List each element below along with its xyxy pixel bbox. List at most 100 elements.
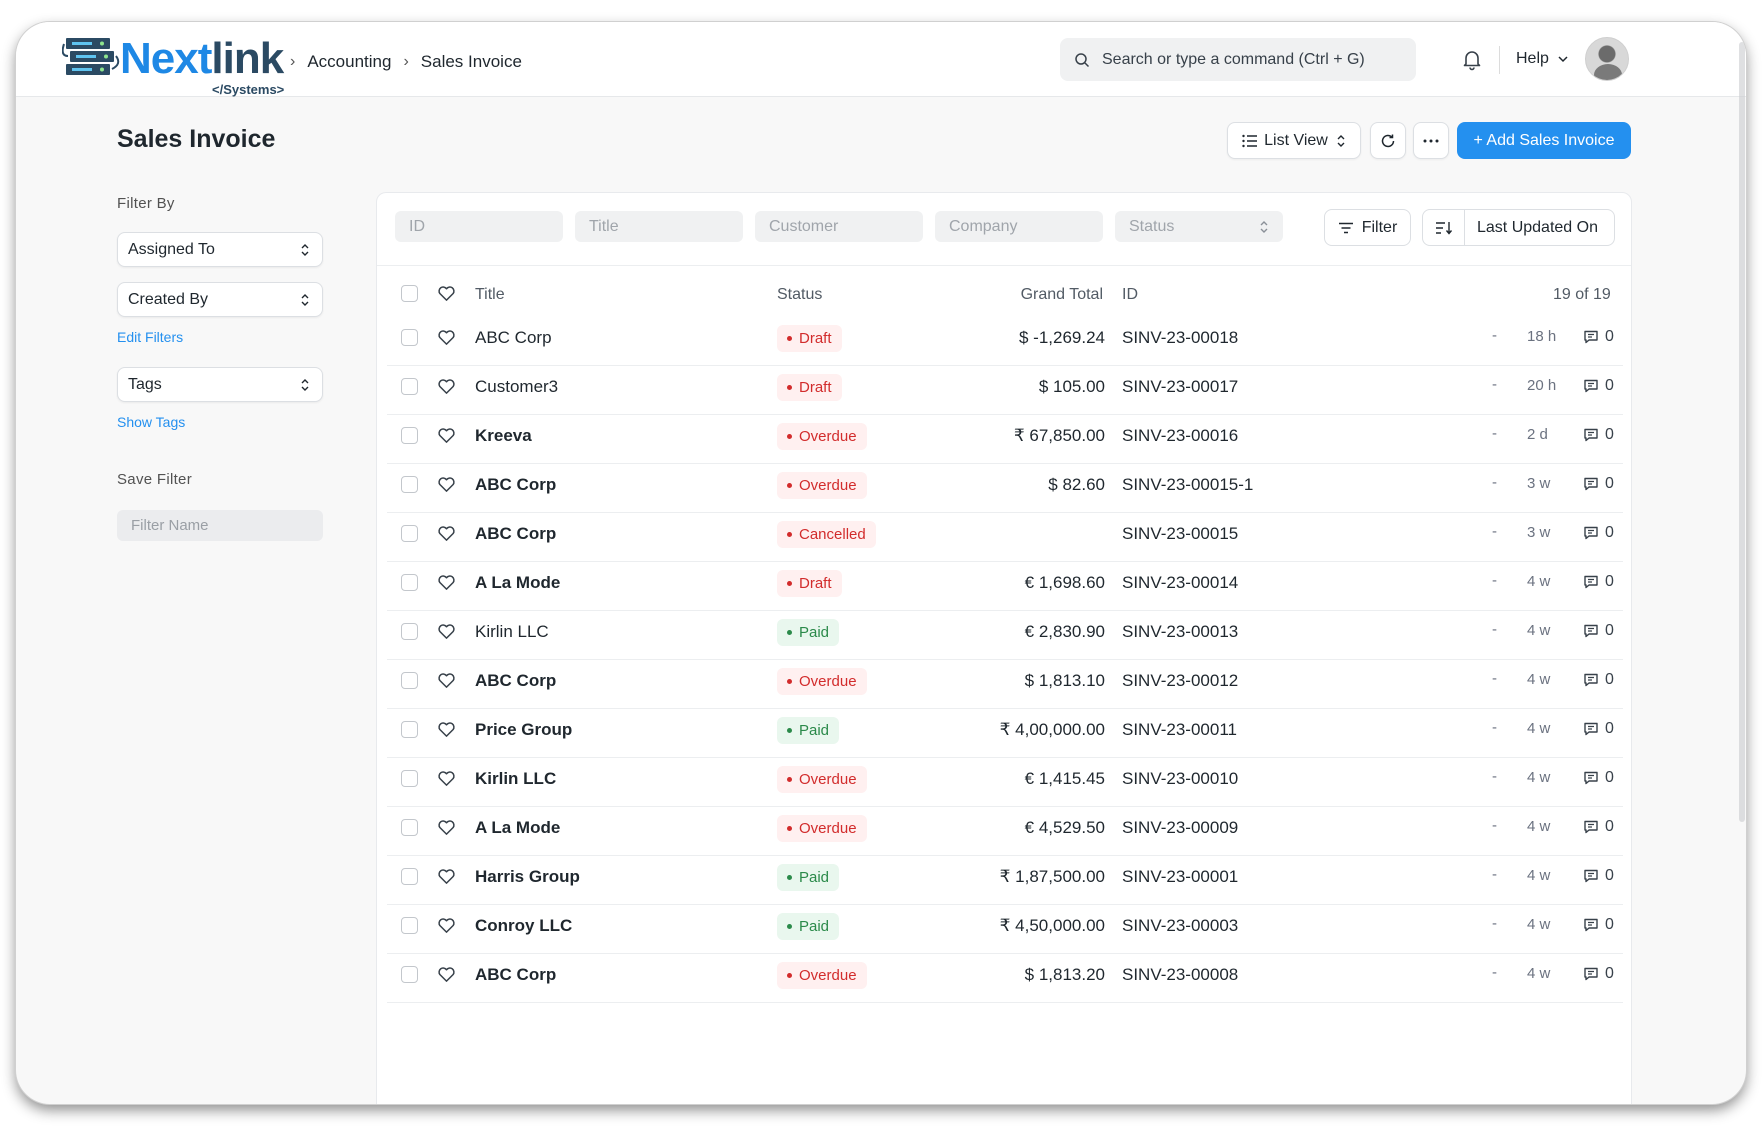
nextlink-logo[interactable]: Nextlink </Systems> [62,32,292,97]
heart-icon[interactable] [437,573,456,592]
row-title[interactable]: Kreeva [475,426,532,445]
list-view-button[interactable]: List View [1227,122,1361,159]
comment-count[interactable]: 0 [1583,671,1614,689]
row-title[interactable]: Kirlin LLC [475,622,549,641]
row-title[interactable]: Price Group [475,720,573,739]
table-row[interactable]: Kirlin LLC Paid € 2,830.90 SINV-23-00013… [387,605,1623,660]
tags-select[interactable]: Tags [117,367,323,402]
row-checkbox[interactable] [401,770,418,787]
heart-icon[interactable] [437,284,456,303]
row-checkbox[interactable] [401,574,418,591]
heart-icon[interactable] [437,769,456,788]
id-filter-input[interactable]: ID [395,211,563,242]
row-checkbox[interactable] [401,966,418,983]
table-row[interactable]: Kirlin LLC Overdue € 1,415.45 SINV-23-00… [387,752,1623,807]
comment-count[interactable]: 0 [1583,916,1614,934]
sort-control[interactable]: Last Updated On [1422,209,1615,246]
heart-icon[interactable] [437,426,456,445]
breadcrumb-sales-invoice[interactable]: Sales Invoice [420,52,522,71]
row-checkbox[interactable] [401,868,418,885]
comment-count[interactable]: 0 [1583,377,1614,395]
more-options-button[interactable] [1413,122,1449,159]
select-all-checkbox[interactable] [401,285,418,302]
sort-field-label[interactable]: Last Updated On [1477,218,1598,236]
row-title[interactable]: ABC Corp [475,328,552,347]
comment-count[interactable]: 0 [1583,867,1614,885]
heart-icon[interactable] [437,965,456,984]
heart-icon[interactable] [437,867,456,886]
table-row[interactable]: ABC Corp Overdue $ 82.60 SINV-23-00015-1… [387,458,1623,513]
table-row[interactable]: ABC Corp Cancelled SINV-23-00015 - 3 w 0 [387,507,1623,562]
row-checkbox[interactable] [401,427,418,444]
table-row[interactable]: A La Mode Overdue € 4,529.50 SINV-23-000… [387,801,1623,856]
created-by-select[interactable]: Created By [117,282,323,317]
row-title[interactable]: Customer3 [475,377,559,396]
heart-icon[interactable] [437,622,456,641]
row-checkbox[interactable] [401,329,418,346]
heart-icon[interactable] [437,720,456,739]
row-checkbox[interactable] [401,525,418,542]
avatar[interactable] [1585,37,1629,81]
row-checkbox[interactable] [401,378,418,395]
heart-icon[interactable] [437,671,456,690]
row-title[interactable]: ABC Corp [475,671,557,690]
comment-count[interactable]: 0 [1583,573,1614,591]
filter-button[interactable]: Filter [1324,209,1411,246]
help-dropdown[interactable]: Help [1516,50,1569,68]
bell-icon[interactable] [1460,47,1484,71]
table-row[interactable]: ABC Corp Overdue $ 1,813.20 SINV-23-0000… [387,948,1623,1003]
filter-name-input[interactable]: Filter Name [117,510,323,541]
table-row[interactable]: ABC Corp Draft $ -1,269.24 SINV-23-00018… [387,311,1623,366]
row-title[interactable]: Harris Group [475,867,580,886]
row-checkbox[interactable] [401,721,418,738]
table-row[interactable]: Customer3 Draft $ 105.00 SINV-23-00017 -… [387,360,1623,415]
heart-icon[interactable] [437,818,456,837]
row-title[interactable]: A La Mode [475,573,561,592]
comment-count[interactable]: 0 [1583,426,1614,444]
row-checkbox[interactable] [401,819,418,836]
row-checkbox[interactable] [401,623,418,640]
row-checkbox[interactable] [401,672,418,689]
table-row[interactable]: Price Group Paid ₹ 4,00,000.00 SINV-23-0… [387,703,1623,758]
heart-icon[interactable] [437,524,456,543]
comment-count[interactable]: 0 [1583,769,1614,787]
table-row[interactable]: Conroy LLC Paid ₹ 4,50,000.00 SINV-23-00… [387,899,1623,954]
comment-count[interactable]: 0 [1583,965,1614,983]
table-row[interactable]: Kreeva Overdue ₹ 67,850.00 SINV-23-00016… [387,409,1623,464]
breadcrumb-accounting[interactable]: Accounting [307,52,392,71]
edit-filters-link[interactable]: Edit Filters [117,329,184,345]
heart-icon[interactable] [437,475,456,494]
status-filter-select[interactable]: Status [1115,211,1283,242]
customer-filter-input[interactable]: Customer [755,211,923,242]
comment-count[interactable]: 0 [1583,475,1614,493]
company-filter-input[interactable]: Company [935,211,1103,242]
modified-indicator: - [1492,425,1497,442]
table-row[interactable]: A La Mode Draft € 1,698.60 SINV-23-00014… [387,556,1623,611]
heart-icon[interactable] [437,916,456,935]
sort-order-button[interactable] [1423,210,1465,245]
title-filter-input[interactable]: Title [575,211,743,242]
search-bar[interactable]: Search or type a command (Ctrl + G) [1060,38,1416,81]
heart-icon[interactable] [437,328,456,347]
row-title[interactable]: A La Mode [475,818,561,837]
comment-count[interactable]: 0 [1583,328,1614,346]
row-title[interactable]: ABC Corp [475,524,557,543]
add-sales-invoice-button[interactable]: + Add Sales Invoice [1457,122,1631,159]
refresh-button[interactable] [1370,122,1406,159]
table-row[interactable]: ABC Corp Overdue $ 1,813.10 SINV-23-0001… [387,654,1623,709]
row-title[interactable]: ABC Corp [475,475,557,494]
comment-count[interactable]: 0 [1583,720,1614,738]
table-row[interactable]: Harris Group Paid ₹ 1,87,500.00 SINV-23-… [387,850,1623,905]
scrollbar[interactable] [1739,42,1745,822]
row-checkbox[interactable] [401,917,418,934]
row-title[interactable]: ABC Corp [475,965,557,984]
row-checkbox[interactable] [401,476,418,493]
comment-count[interactable]: 0 [1583,524,1614,542]
assigned-to-select[interactable]: Assigned To [117,232,323,267]
row-title[interactable]: Kirlin LLC [475,769,557,788]
comment-count[interactable]: 0 [1583,818,1614,836]
row-title[interactable]: Conroy LLC [475,916,573,935]
comment-count[interactable]: 0 [1583,622,1614,640]
heart-icon[interactable] [437,377,456,396]
show-tags-link[interactable]: Show Tags [117,414,186,430]
